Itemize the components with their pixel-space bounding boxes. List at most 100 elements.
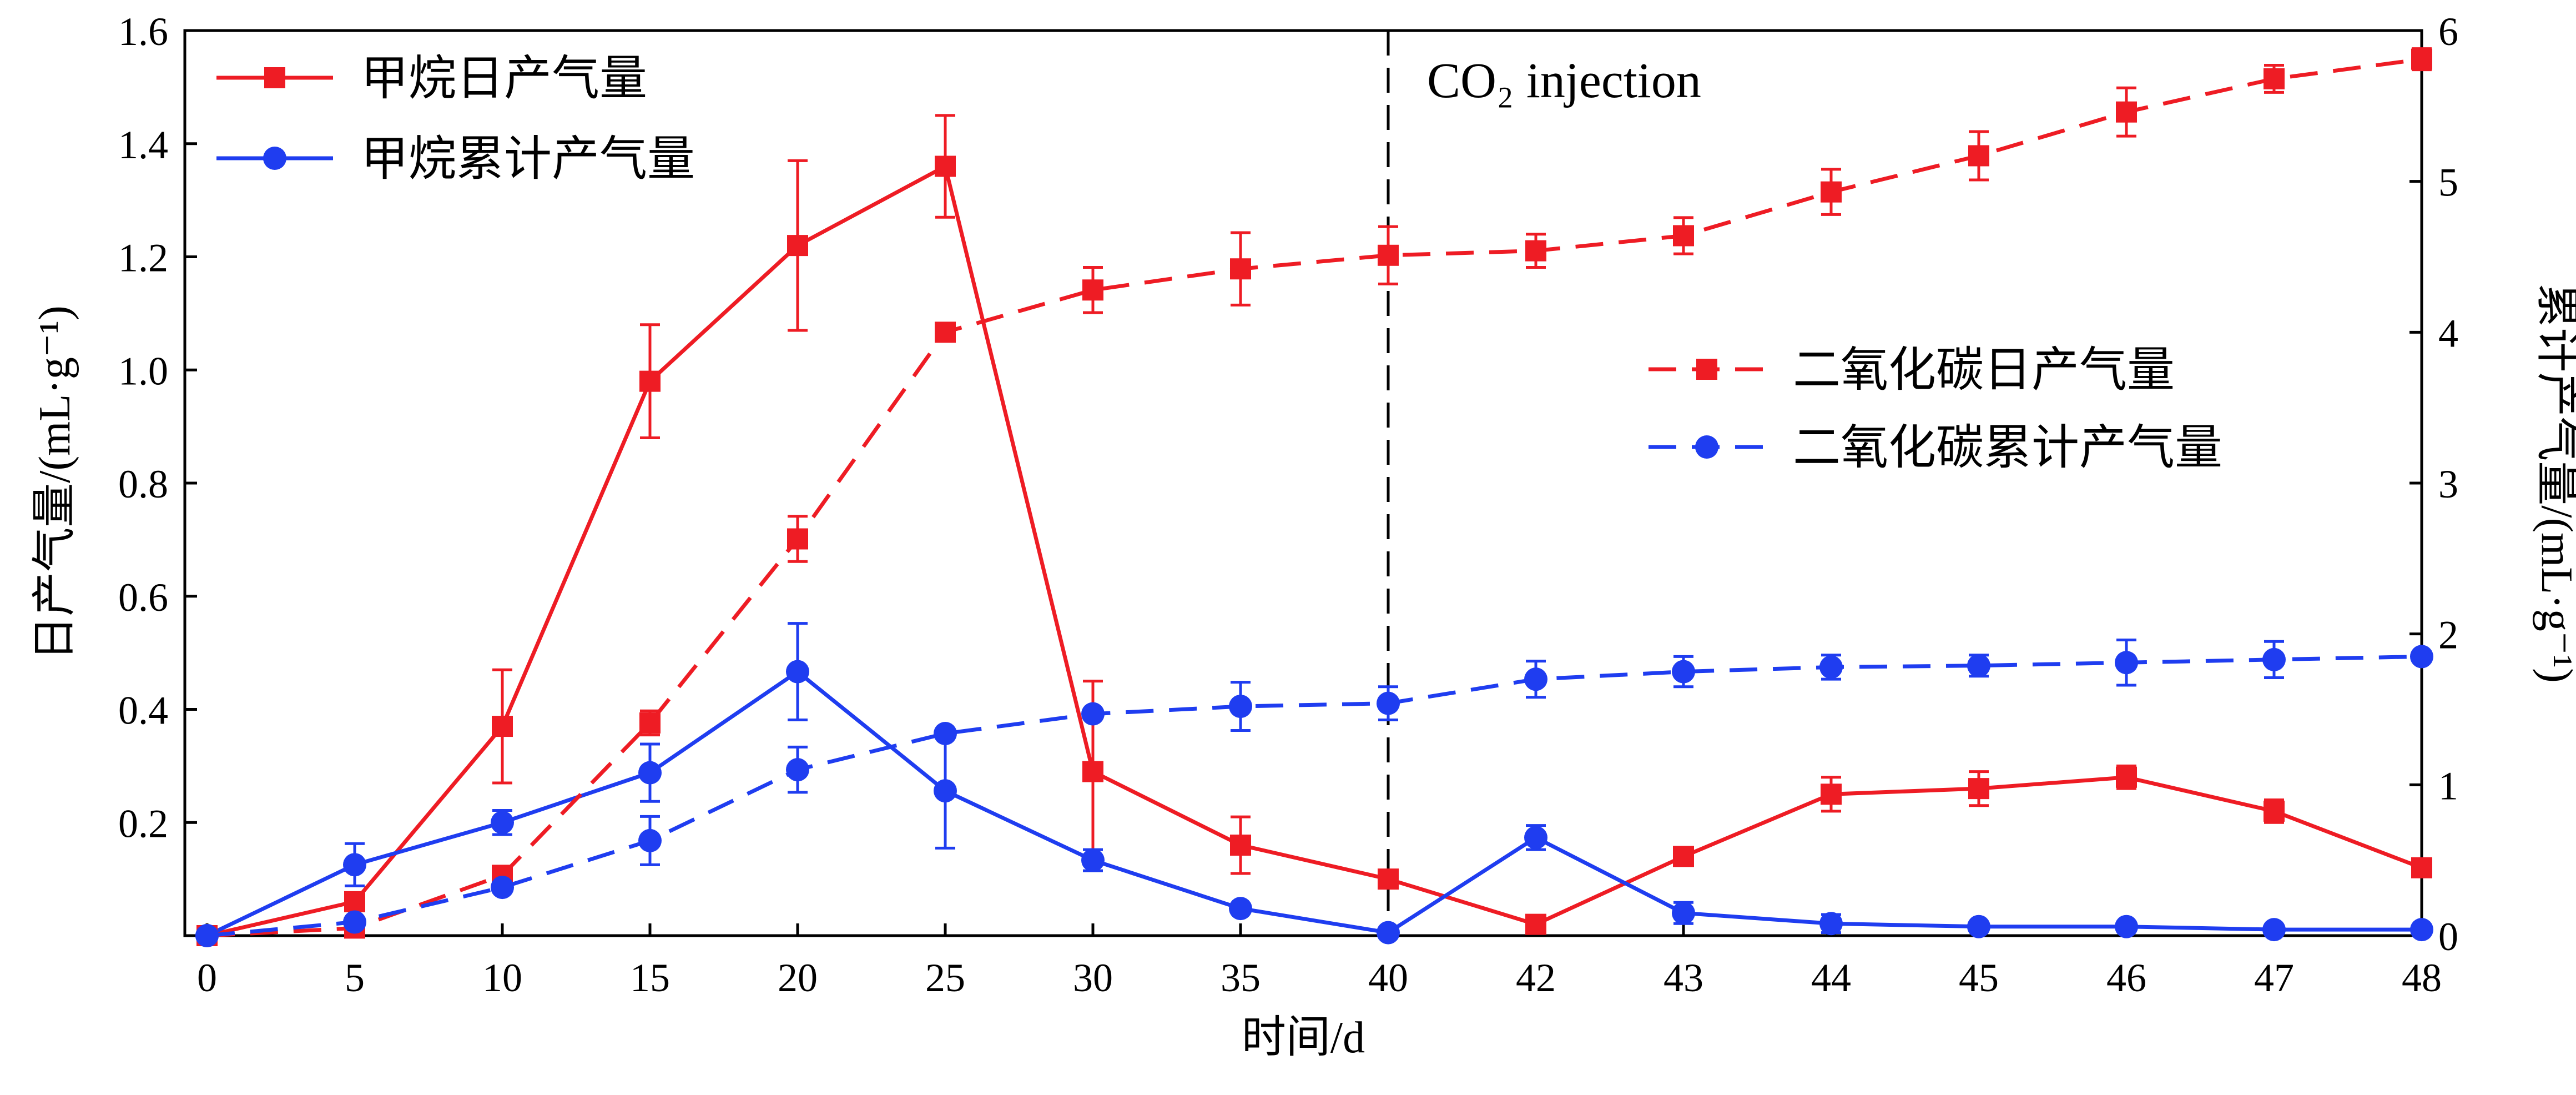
data-point <box>1672 660 1695 684</box>
data-point <box>1082 279 1103 301</box>
data-point <box>1967 915 1990 938</box>
data-point <box>2264 68 2285 89</box>
data-point <box>344 891 365 912</box>
data-point <box>343 853 366 877</box>
data-point <box>2115 651 2138 675</box>
series-layer <box>195 47 2433 947</box>
data-point <box>1230 258 1251 280</box>
data-point <box>1082 761 1103 782</box>
data-point <box>1673 225 1694 247</box>
x-tick-label: 25 <box>925 956 965 1000</box>
series-line <box>206 163 2423 938</box>
x-tick-label: 44 <box>1811 956 1851 1000</box>
data-point <box>1524 667 1547 691</box>
data-point <box>491 811 514 835</box>
data-point <box>1525 240 1546 262</box>
x-tick-label: 43 <box>1663 956 1703 1000</box>
y-left-tick-label: 0.6 <box>118 575 168 620</box>
data-point <box>1968 778 1989 800</box>
data-point <box>1230 835 1251 856</box>
data-point <box>2410 918 2433 942</box>
data-point <box>786 758 809 782</box>
y-left-tick-label: 1.2 <box>118 236 168 280</box>
y-left-tick-label: 1.6 <box>118 9 168 54</box>
data-point <box>1378 868 1399 890</box>
data-point <box>639 712 661 734</box>
y-right-tick-label: 4 <box>2438 311 2458 355</box>
data-point <box>638 828 662 852</box>
y-left-tick-label: 1.0 <box>118 349 168 393</box>
data-point <box>787 528 808 550</box>
data-point <box>2116 101 2137 123</box>
data-point <box>1229 695 1252 719</box>
data-point <box>2264 800 2285 822</box>
co2-injection-annotation: CO₂ injection <box>1427 53 1701 108</box>
data-point <box>935 155 956 177</box>
data-point <box>1378 244 1399 266</box>
data-point <box>2262 647 2286 671</box>
data-point <box>2410 645 2433 669</box>
series-line <box>206 654 2422 938</box>
x-tick-label: 15 <box>630 956 670 1000</box>
data-point <box>1229 897 1252 921</box>
data-point <box>934 721 957 745</box>
data-point <box>1819 912 1843 936</box>
y-left-axis-title: 日产气量/(mL·g⁻¹) <box>31 305 79 660</box>
y-left-tick-label: 0.2 <box>118 801 168 846</box>
x-tick-label: 0 <box>197 956 217 1000</box>
data-point <box>1081 702 1105 726</box>
series-line <box>206 669 2422 938</box>
data-point <box>1967 654 1990 677</box>
y-right-axis-title: 累计产气量/(mL·g⁻¹) <box>2532 283 2576 682</box>
data-point <box>1968 145 1989 167</box>
data-point <box>1377 691 1400 715</box>
legend-label: 甲烷日产气量 <box>361 52 647 105</box>
data-point <box>2411 857 2432 878</box>
data-point <box>786 660 809 684</box>
data-point <box>195 924 219 947</box>
data-point <box>934 779 957 803</box>
data-point <box>1672 901 1695 925</box>
data-point <box>1819 655 1843 679</box>
data-point <box>1081 848 1105 872</box>
x-axis-title: 时间/d <box>1242 1013 1365 1062</box>
y-right-tick-label: 6 <box>2438 9 2458 54</box>
data-point <box>1821 783 1842 805</box>
data-point <box>1524 826 1547 850</box>
data-point <box>1525 913 1546 935</box>
y-left-tick-label: 1.4 <box>118 123 168 167</box>
legend-entry-swatch-marker <box>264 67 285 88</box>
x-tick-label: 35 <box>1221 956 1261 1000</box>
x-tick-label: 10 <box>482 956 522 1000</box>
x-tick-label: 47 <box>2254 956 2294 1000</box>
y-left-tick-label: 0.4 <box>118 689 168 733</box>
x-tick-label: 40 <box>1368 956 1408 1000</box>
data-point <box>491 876 514 900</box>
legend-label: 二氧化碳日产气量 <box>1793 343 2175 396</box>
data-point <box>2115 915 2138 938</box>
series-line <box>206 57 2422 938</box>
x-tick-label: 20 <box>778 956 818 1000</box>
y-right-tick-label: 3 <box>2438 462 2458 506</box>
text-layer: 0 5 10 15 20 25 30 35 40 42 43 44 45 46 47 480.20.40.60… <box>31 9 2576 1062</box>
data-point <box>492 716 513 737</box>
data-point <box>1377 921 1400 945</box>
data-point <box>343 910 366 934</box>
legend-entry-swatch-marker <box>263 147 286 170</box>
legend-entry-swatch-marker <box>1696 359 1717 380</box>
x-tick-label: 46 <box>2106 956 2146 1000</box>
legend-label: 二氧化碳累计产气量 <box>1793 421 2222 474</box>
y-right-tick-label: 2 <box>2438 613 2458 657</box>
data-point <box>1821 181 1842 203</box>
y-right-tick-label: 1 <box>2438 764 2458 808</box>
x-tick-label: 30 <box>1073 956 1113 1000</box>
x-tick-label: 48 <box>2402 956 2442 1000</box>
y-right-tick-label: 0 <box>2438 915 2458 959</box>
legend-label: 甲烷累计产气量 <box>361 132 695 185</box>
y-left-tick-label: 0.8 <box>118 462 168 506</box>
x-tick-label: 42 <box>1516 956 1556 1000</box>
data-point <box>2262 918 2286 942</box>
legend-entry-swatch-marker <box>1695 435 1718 459</box>
data-point <box>787 235 808 257</box>
